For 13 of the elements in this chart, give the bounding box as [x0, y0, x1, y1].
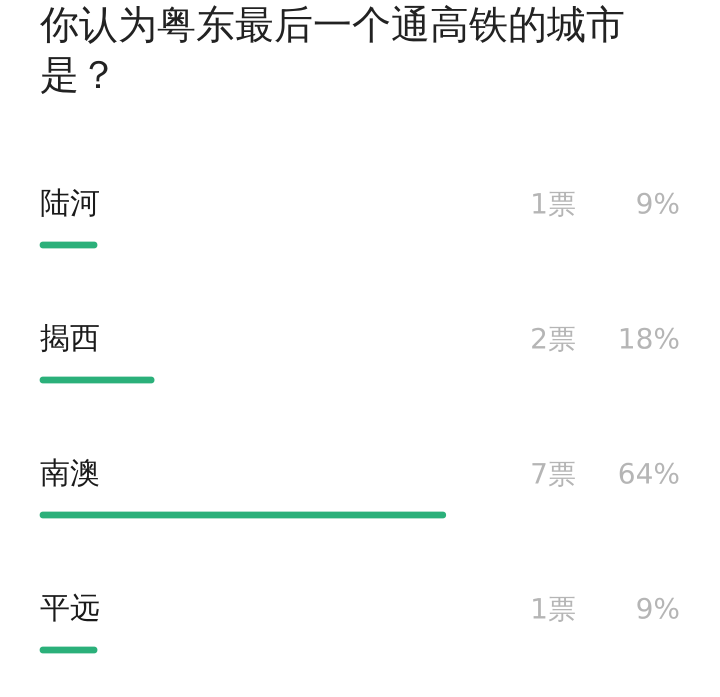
- text: 1票: [530, 187, 576, 220]
- chart-title: 你认为粤东最后一个通高铁的城市是？: [40, 2, 626, 100]
- data-label: 9%: [636, 187, 680, 220]
- data-label: 18%: [618, 322, 680, 356]
- text: 2票: [530, 322, 576, 356]
- data-label: 64%: [618, 457, 680, 490]
- data-label: 9%: [636, 592, 680, 626]
- y-tick-label: 平远: [40, 590, 100, 626]
- text: 1票: [530, 592, 576, 626]
- y-tick-label: 陆河: [40, 186, 100, 221]
- y-tick-label: 南澳: [40, 456, 100, 491]
- text: 7票: [530, 457, 576, 490]
- y-tick-label: 揭西: [40, 320, 100, 356]
